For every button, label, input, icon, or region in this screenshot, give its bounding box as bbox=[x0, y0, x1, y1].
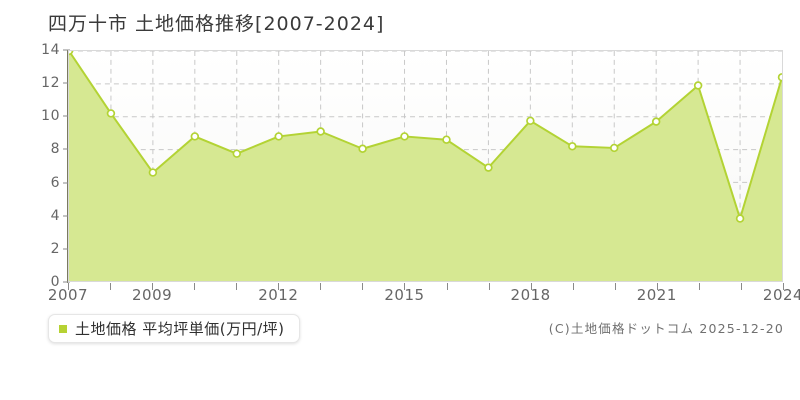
footer-credit: (C)土地価格ドットコム 2025-12-20 bbox=[548, 321, 784, 336]
data-point-marker[interactable] bbox=[232, 149, 242, 158]
x-axis-tick bbox=[236, 283, 238, 290]
x-axis-tick bbox=[278, 283, 280, 290]
data-point-marker[interactable] bbox=[609, 143, 619, 153]
x-axis-tick bbox=[488, 283, 490, 290]
x-axis-label: 2009 bbox=[132, 286, 173, 304]
chart-title: 四万十市 土地価格推移[2007-2024] bbox=[48, 9, 384, 36]
x-axis-label: 2007 bbox=[47, 286, 89, 304]
y-axis-tick bbox=[63, 215, 70, 217]
x-axis-tick bbox=[110, 283, 112, 290]
y-axis-label: 14 bbox=[41, 42, 60, 58]
y-axis-tick bbox=[63, 248, 70, 250]
data-point-marker[interactable] bbox=[69, 51, 74, 56]
x-axis-tick bbox=[320, 283, 322, 290]
series-line bbox=[69, 51, 782, 220]
y-axis-label: 2 bbox=[50, 240, 60, 257]
y-axis-label: 0 bbox=[50, 274, 60, 290]
x-axis-tick bbox=[446, 283, 448, 290]
y-axis-label: 12 bbox=[41, 75, 60, 92]
chart-title-text: 四万十市 土地価格推移[2007-2024] bbox=[48, 13, 385, 35]
data-point-marker[interactable] bbox=[442, 135, 451, 144]
x-axis-tick bbox=[68, 283, 69, 290]
y-axis-tick bbox=[63, 49, 70, 51]
data-point-marker[interactable] bbox=[316, 127, 325, 136]
x-axis-label: 2015 bbox=[384, 286, 425, 304]
y-axis-tick bbox=[63, 148, 70, 150]
legend-swatch-icon bbox=[59, 324, 67, 333]
data-point-marker[interactable] bbox=[106, 109, 116, 118]
y-axis-label: 4 bbox=[50, 207, 60, 224]
data-point-marker[interactable] bbox=[526, 116, 535, 126]
x-axis-tick bbox=[740, 283, 742, 290]
x-axis-tick bbox=[152, 283, 154, 290]
x-axis-tick bbox=[194, 283, 196, 290]
y-axis-label: 10 bbox=[41, 108, 60, 125]
x-axis-tick bbox=[614, 283, 616, 290]
chart-legend[interactable]: 土地価格 平均坪単価(万円/坪) bbox=[48, 314, 300, 343]
data-point-marker[interactable] bbox=[400, 132, 409, 141]
y-axis-tick bbox=[63, 281, 70, 283]
y-axis-tick bbox=[63, 115, 70, 117]
x-axis-tick bbox=[783, 283, 784, 290]
x-axis-label: 2021 bbox=[636, 286, 677, 304]
series-plot bbox=[69, 51, 782, 281]
data-point-marker[interactable] bbox=[358, 144, 367, 153]
data-point-marker[interactable] bbox=[148, 168, 158, 177]
data-point-marker[interactable] bbox=[484, 163, 493, 172]
x-axis-label: 2024 bbox=[762, 286, 800, 304]
x-axis-tick bbox=[698, 283, 700, 290]
data-point-marker[interactable] bbox=[777, 73, 782, 82]
data-point-marker[interactable] bbox=[190, 132, 200, 141]
y-axis-line bbox=[67, 50, 68, 283]
area-fill bbox=[69, 51, 782, 281]
x-axis-tick bbox=[656, 283, 658, 290]
data-point-marker[interactable] bbox=[274, 132, 283, 141]
x-axis-tick bbox=[530, 283, 532, 290]
data-point-marker[interactable] bbox=[693, 81, 703, 90]
plot-area bbox=[68, 50, 783, 282]
y-axis-tick bbox=[63, 182, 70, 184]
x-axis-tick bbox=[572, 283, 574, 290]
legend-label: 土地価格 平均坪単価(万円/坪) bbox=[75, 320, 285, 338]
y-axis-label: 6 bbox=[50, 174, 60, 191]
y-axis-label: 8 bbox=[50, 141, 60, 158]
x-axis-tick bbox=[404, 283, 406, 290]
data-point-marker[interactable] bbox=[568, 142, 577, 151]
data-point-marker[interactable] bbox=[651, 117, 661, 126]
x-axis-label: 2012 bbox=[258, 286, 299, 304]
x-axis-label: 2018 bbox=[510, 286, 551, 304]
data-point-marker[interactable] bbox=[735, 214, 745, 223]
x-axis-tick bbox=[362, 283, 364, 290]
y-axis-tick bbox=[63, 82, 70, 84]
